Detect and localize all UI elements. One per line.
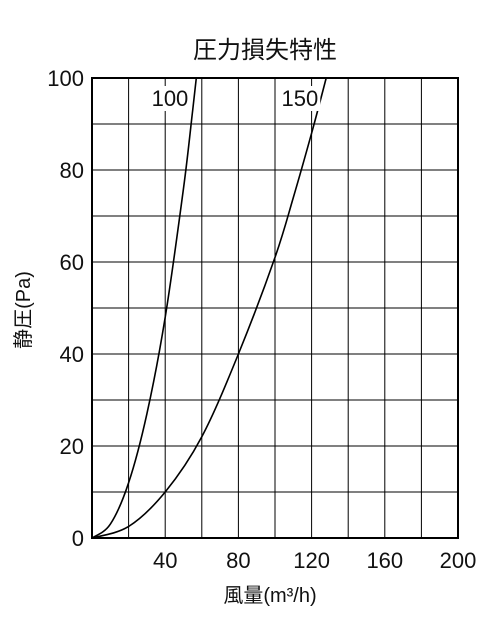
x-tick-label: 40 [153,548,177,573]
ticks: 0 20 40 60 80 100 40 80 120 160 200 [47,66,476,573]
series-layer [91,77,327,539]
series-label-bg [149,86,191,111]
y-tick-label: 60 [60,250,84,275]
y-tick-label: 0 [72,526,84,551]
x-axis-label: 風量(m³/h) [223,585,316,607]
y-tick-label: 80 [60,158,84,183]
x-tick-label: 80 [226,548,250,573]
series-line-150 [91,77,327,539]
x-tick-label: 120 [293,548,330,573]
grid [92,78,458,538]
series-line-100 [91,77,198,539]
y-tick-label: 20 [60,434,84,459]
chart-title: 圧力損失特性 [193,37,337,64]
series-labels: 100 150 [149,86,321,111]
series-label-bg [279,86,321,111]
y-tick-label: 40 [60,342,84,367]
y-tick-label: 100 [47,66,84,91]
plot-frame [91,77,459,539]
series-label-100: 100 [152,86,189,111]
y-axis-label: 静圧(Pa) [12,271,35,349]
x-tick-label: 200 [440,548,477,573]
series-label-150: 150 [282,86,319,111]
x-tick-label: 160 [366,548,403,573]
